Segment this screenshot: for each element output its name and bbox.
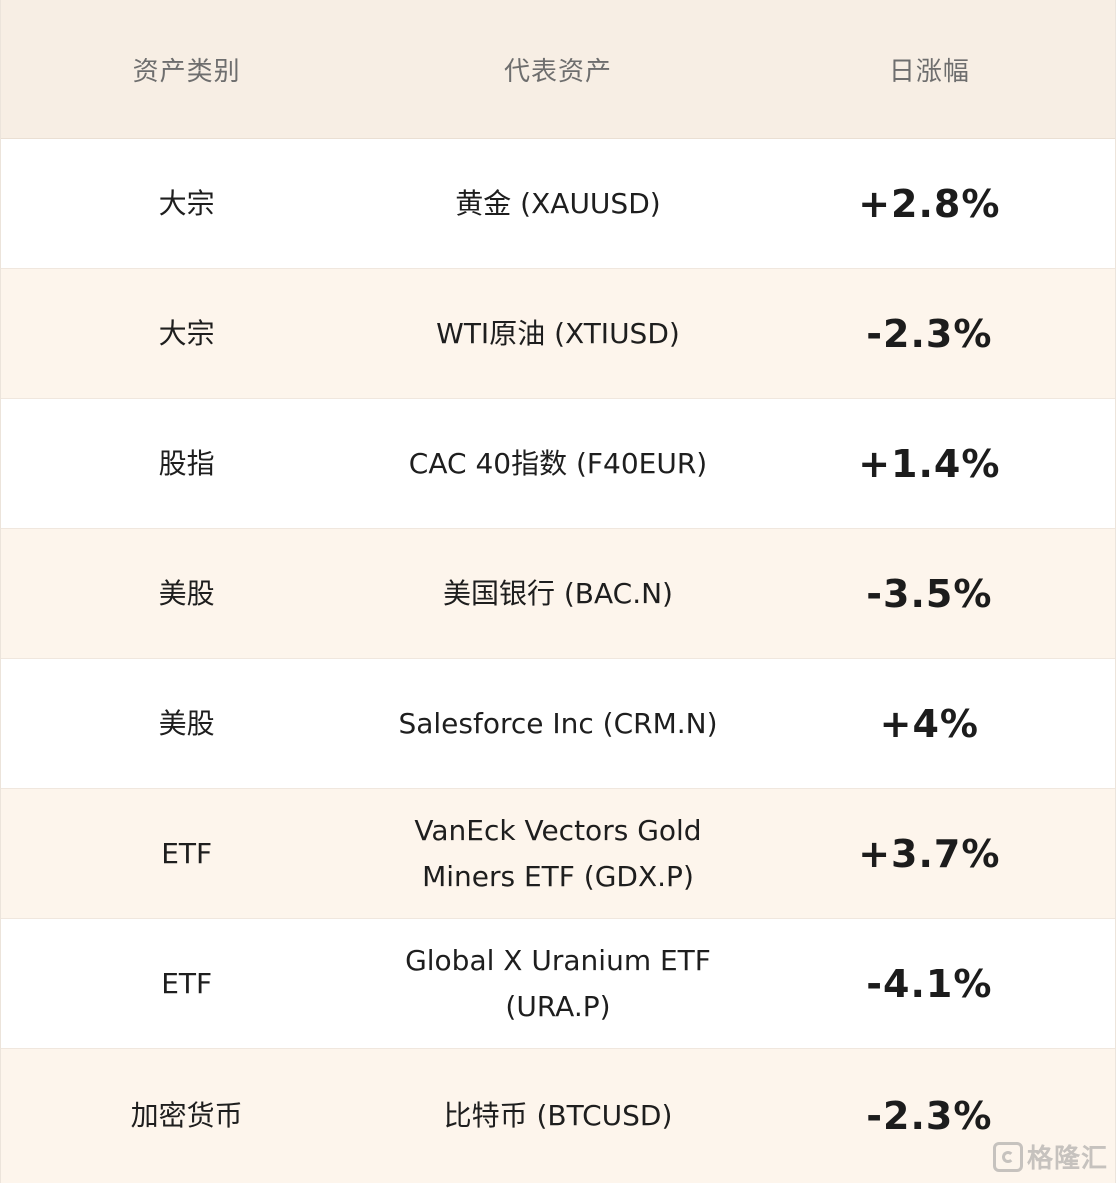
table-row: 美股 Salesforce Inc (CRM.N) +4% (1, 659, 1115, 789)
header-daily-change: 日涨幅 (888, 56, 970, 87)
asset-cell: Salesforce Inc (CRM.N) (398, 706, 718, 740)
asset-cell: VanEck Vectors Gold Miners ETF (GDX.P) (414, 813, 702, 893)
watermark: 格隆汇 (992, 1138, 1108, 1175)
category-cell: 股指 (158, 446, 215, 480)
table-row: 加密货币 比特币 (BTCUSD) -2.3% (1, 1049, 1115, 1183)
header-asset-category: 资产类别 (132, 56, 241, 87)
change-cell: +3.7% (858, 831, 1001, 876)
change-cell: -2.3% (866, 311, 993, 356)
table-row: 美股 美国银行 (BAC.N) -3.5% (1, 529, 1115, 659)
change-cell: -2.3% (866, 1094, 993, 1138)
table-row: 股指 CAC 40指数 (F40EUR) +1.4% (1, 399, 1115, 529)
category-cell: 大宗 (158, 316, 215, 350)
category-cell: 大宗 (158, 186, 215, 220)
category-cell: ETF (161, 836, 213, 870)
category-cell: ETF (161, 966, 213, 1000)
asset-cell: 黄金 (XAUUSD) (455, 186, 661, 220)
asset-cell: WTI原油 (XTIUSD) (436, 316, 680, 350)
change-cell: +1.4% (858, 441, 1001, 486)
category-cell: 加密货币 (130, 1099, 243, 1132)
gelonghui-logo-icon (992, 1141, 1023, 1172)
table-row: ETF Global X Uranium ETF (URA.P) -4.1% (1, 919, 1115, 1049)
header-representative-asset: 代表资产 (503, 56, 612, 87)
asset-cell: Global X Uranium ETF (URA.P) (405, 943, 711, 1023)
change-cell: -4.1% (866, 961, 993, 1006)
category-cell: 美股 (158, 576, 215, 610)
change-cell: -3.5% (866, 571, 993, 616)
category-cell: 美股 (158, 706, 215, 740)
asset-cell: 比特币 (BTCUSD) (443, 1099, 673, 1132)
asset-cell: 美国银行 (BAC.N) (442, 576, 673, 610)
change-cell: +4% (879, 701, 979, 746)
table-row: 大宗 黄金 (XAUUSD) +2.8% (1, 139, 1115, 269)
asset-cell: CAC 40指数 (F40EUR) (408, 446, 708, 480)
watermark-text: 格隆汇 (1026, 1144, 1108, 1174)
table-row: ETF VanEck Vectors Gold Miners ETF (GDX.… (1, 789, 1115, 919)
table-row: 大宗 WTI原油 (XTIUSD) -2.3% (1, 269, 1115, 399)
change-cell: +2.8% (858, 181, 1001, 226)
table-header: 资产类别 代表资产 日涨幅 (1, 0, 1115, 139)
